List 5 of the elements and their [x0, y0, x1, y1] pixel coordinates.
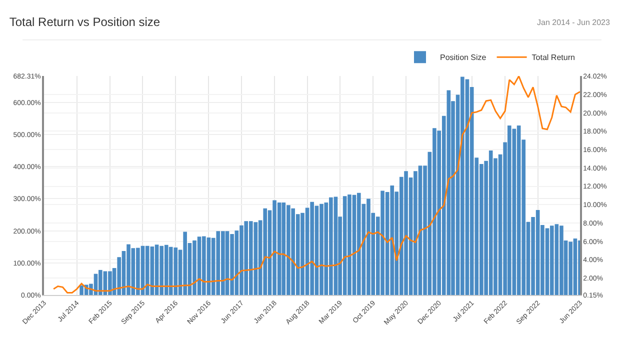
chart-subtitle: Jan 2014 - Jun 2023	[537, 18, 610, 27]
chart-title: Total Return vs Position size	[9, 15, 160, 30]
legend-label: Position Size	[440, 53, 487, 62]
legend-label: Total Return	[532, 53, 575, 62]
line-series	[52, 76, 580, 294]
